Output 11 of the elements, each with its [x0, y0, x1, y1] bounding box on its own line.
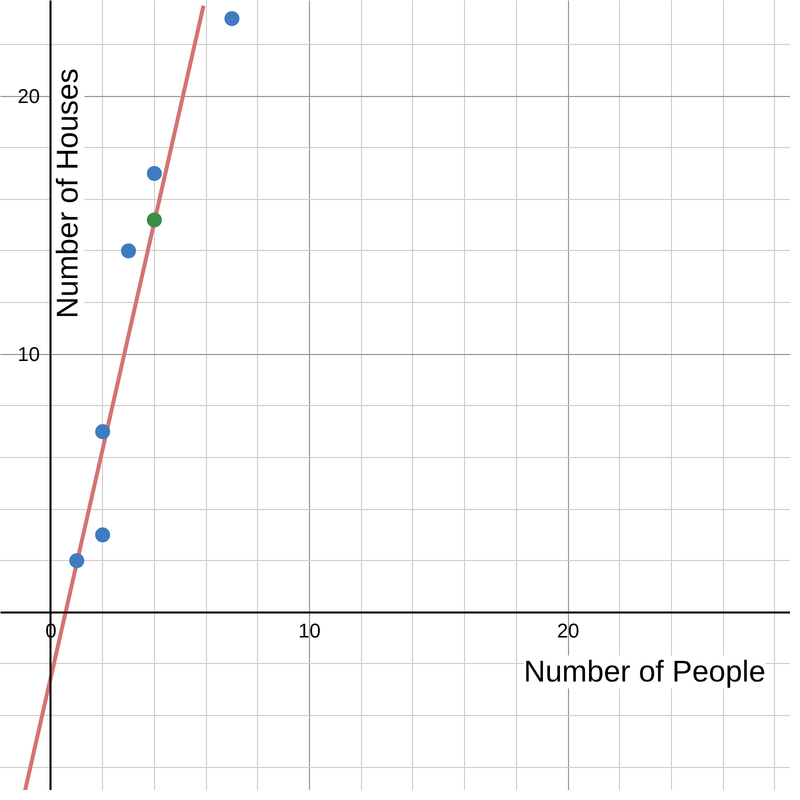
point	[95, 424, 110, 440]
x-tick-label: 20	[556, 620, 580, 642]
x-axis-title: Number of People	[524, 656, 766, 688]
x-tick-label: 10	[298, 620, 321, 642]
point	[224, 11, 240, 26]
y-axis-title: Number of Houses	[52, 68, 84, 318]
point	[95, 527, 110, 542]
point	[69, 553, 84, 568]
point	[146, 212, 162, 228]
point	[146, 166, 162, 181]
point	[121, 243, 136, 258]
